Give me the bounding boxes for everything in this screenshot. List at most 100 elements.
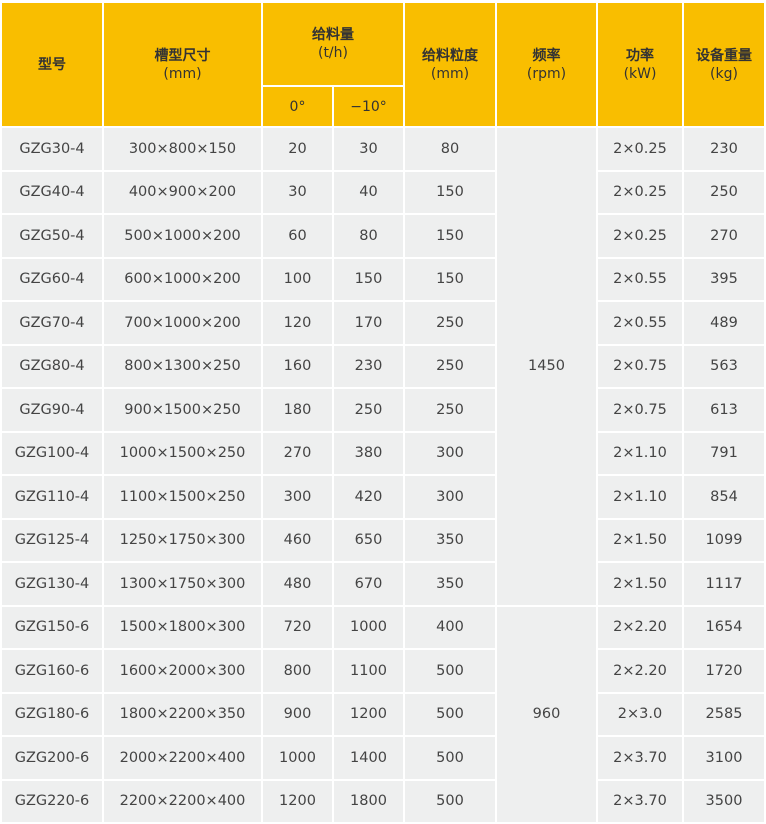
table-row: GZG130-4 1300×1750×300 480 670 350 2×1.50 1117 (2, 563, 764, 605)
cell-trough-size: 1100×1500×250 (104, 476, 261, 518)
table-row: GZG70-4 700×1000×200 120 170 250 2×0.55 489 (2, 302, 764, 344)
table-body: GZG30-4 300×800×150 20 30 80 1450 2×0.25 230 GZG… (2, 128, 764, 822)
header-weight: 设备重量 (kg) (684, 3, 764, 126)
cell-weight: 250 (684, 171, 764, 213)
cell-power: 2×3.70 (598, 737, 682, 779)
cell-model: GZG150-6 (2, 606, 102, 648)
cell-capacity-minus10: 250 (334, 389, 403, 431)
cell-model: GZG160-6 (2, 650, 102, 692)
cell-frequency: 960 (497, 606, 596, 822)
cell-model: GZG110-4 (2, 476, 102, 518)
cell-power: 2×3.0 (598, 693, 682, 735)
cell-capacity-0: 100 (263, 258, 332, 300)
cell-weight: 1654 (684, 606, 764, 648)
cell-trough-size: 1250×1750×300 (104, 519, 261, 561)
cell-feed-size: 80 (405, 128, 495, 170)
cell-weight: 2585 (684, 693, 764, 735)
cell-power: 2×0.55 (598, 258, 682, 300)
cell-capacity-0: 20 (263, 128, 332, 170)
cell-power: 2×0.75 (598, 389, 682, 431)
cell-power: 2×2.20 (598, 650, 682, 692)
header-label: 给料量 (312, 27, 354, 43)
cell-feed-size: 300 (405, 476, 495, 518)
header-label: 功率 (626, 47, 654, 64)
cell-capacity-minus10: 170 (334, 302, 403, 344)
cell-capacity-minus10: 40 (334, 171, 403, 213)
header-label: 频率 (532, 47, 561, 64)
cell-power: 2×0.25 (598, 171, 682, 213)
cell-capacity-0: 720 (263, 606, 332, 648)
cell-weight: 613 (684, 389, 764, 431)
header-unit: (kg) (710, 65, 738, 82)
cell-model: GZG50-4 (2, 215, 102, 257)
cell-capacity-minus10: 420 (334, 476, 403, 518)
header-unit: (mm) (430, 65, 470, 82)
cell-weight: 3100 (684, 737, 764, 779)
cell-power: 2×1.50 (598, 563, 682, 605)
cell-power: 2×2.20 (598, 606, 682, 648)
cell-capacity-minus10: 670 (334, 563, 403, 605)
cell-trough-size: 300×800×150 (104, 128, 261, 170)
table-row: GZG110-4 1100×1500×250 300 420 300 2×1.10 854 (2, 476, 764, 518)
cell-feed-size: 250 (405, 389, 495, 431)
cell-feed-size: 350 (405, 563, 495, 605)
cell-capacity-0: 120 (263, 302, 332, 344)
cell-capacity-0: 900 (263, 693, 332, 735)
cell-capacity-0: 30 (263, 171, 332, 213)
cell-capacity-0: 800 (263, 650, 332, 692)
cell-weight: 270 (684, 215, 764, 257)
header-model: 型号 (2, 3, 102, 126)
cell-model: GZG220-6 (2, 780, 102, 822)
cell-capacity-0: 480 (263, 563, 332, 605)
cell-model: GZG30-4 (2, 128, 102, 170)
table-row: GZG60-4 600×1000×200 100 150 150 2×0.55 395 (2, 258, 764, 300)
cell-weight: 1720 (684, 650, 764, 692)
cell-trough-size: 1300×1750×300 (104, 563, 261, 605)
cell-power: 2×0.25 (598, 215, 682, 257)
header-unit: (t/h) (317, 45, 348, 61)
table-row: GZG220-6 2200×2200×400 1200 1800 500 2×3.70 35… (2, 780, 764, 822)
cell-trough-size: 700×1000×200 (104, 302, 261, 344)
table-row: GZG125-4 1250×1750×300 460 650 350 2×1.50 1099 (2, 519, 764, 561)
cell-capacity-minus10: 150 (334, 258, 403, 300)
cell-capacity-0: 60 (263, 215, 332, 257)
cell-capacity-minus10: 650 (334, 519, 403, 561)
cell-model: GZG180-6 (2, 693, 102, 735)
cell-model: GZG125-4 (2, 519, 102, 561)
table-row: GZG50-4 500×1000×200 60 80 150 2×0.25 270 (2, 215, 764, 257)
cell-feed-size: 150 (405, 215, 495, 257)
cell-trough-size: 400×900×200 (104, 171, 261, 213)
header-angle-minus10: −10° (334, 87, 403, 126)
cell-weight: 854 (684, 476, 764, 518)
cell-feed-size: 400 (405, 606, 495, 648)
header-label: 给料粒度 (422, 47, 478, 64)
cell-capacity-0: 1000 (263, 737, 332, 779)
cell-weight: 395 (684, 258, 764, 300)
cell-power: 2×1.10 (598, 432, 682, 474)
cell-trough-size: 2200×2200×400 (104, 780, 261, 822)
cell-trough-size: 1000×1500×250 (104, 432, 261, 474)
cell-capacity-0: 160 (263, 345, 332, 387)
cell-weight: 1099 (684, 519, 764, 561)
table-row: GZG150-6 1500×1800×300 720 1000 400 960 2×2.20… (2, 606, 764, 822)
cell-model: GZG60-4 (2, 258, 102, 300)
table-row: GZG160-6 1600×2000×300 800 1100 500 2×2.20 172… (2, 650, 764, 692)
cell-trough-size: 1500×1800×300 (104, 606, 261, 648)
cell-weight: 1117 (684, 563, 764, 605)
cell-trough-size: 600×1000×200 (104, 258, 261, 300)
table-row: GZG80-4 800×1300×250 160 230 250 2×0.75 563 (2, 345, 764, 387)
cell-model: GZG80-4 (2, 345, 102, 387)
cell-capacity-minus10: 1400 (334, 737, 403, 779)
cell-capacity-minus10: 80 (334, 215, 403, 257)
cell-weight: 230 (684, 128, 764, 170)
header-angle-0: 0° (263, 87, 332, 126)
cell-frequency: 1450 (497, 128, 596, 605)
cell-capacity-minus10: 1200 (334, 693, 403, 735)
header-label: 槽型尺寸 (154, 47, 211, 64)
cell-model: GZG100-4 (2, 432, 102, 474)
cell-weight: 791 (684, 432, 764, 474)
cell-trough-size: 800×1300×250 (104, 345, 261, 387)
cell-feed-size: 300 (405, 432, 495, 474)
table-row: GZG180-6 1800×2200×350 900 1200 500 2×3.0 2585 (2, 693, 764, 735)
cell-capacity-0: 270 (263, 432, 332, 474)
